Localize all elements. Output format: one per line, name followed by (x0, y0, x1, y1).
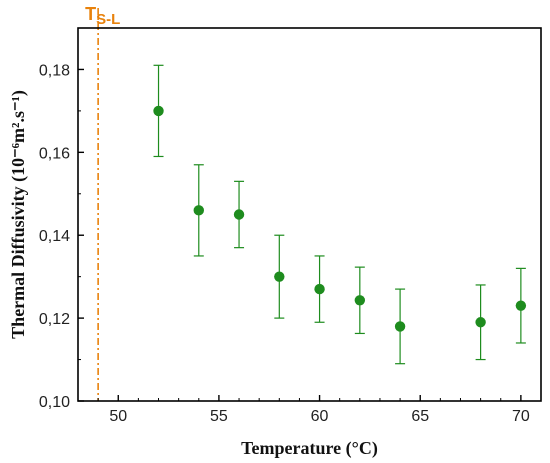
x-axis-title: Temperature (°C) (241, 438, 378, 459)
marker-label-main: T (85, 4, 96, 24)
x-tick-label: 65 (411, 408, 429, 425)
x-tick-label: 50 (109, 408, 127, 425)
data-series (153, 64, 527, 365)
data-point (193, 205, 204, 216)
y-tick-label: 0,18 (39, 62, 70, 79)
y-tick-label: 0,10 (39, 394, 70, 411)
data-point (314, 283, 325, 295)
x-tick-label: 60 (311, 408, 329, 425)
data-point (515, 300, 527, 311)
x-tick-label: 70 (512, 408, 530, 425)
y-tick-label: 0,16 (39, 145, 70, 162)
data-point (394, 321, 406, 332)
data-point (274, 271, 285, 282)
data-point (475, 317, 486, 328)
solid-liquid-transition-label: TS-L (85, 4, 120, 28)
data-point (153, 105, 164, 117)
y-tick-label: 0,14 (39, 228, 70, 245)
data-point (354, 295, 366, 306)
x-tick-label: 55 (210, 408, 228, 425)
y-tick-label: 0,12 (39, 311, 70, 328)
plot-frame (77, 27, 542, 402)
marker-label-sub: S-L (96, 11, 120, 28)
y-axis-title: Thermal Diffusivity (10⁻⁶m².s⁻¹) (8, 90, 29, 339)
y-axis: 0,10 0,12 0,14 0,16 0,18 (39, 27, 84, 411)
data-point (233, 209, 245, 220)
x-axis: 50 55 60 65 70 (77, 395, 542, 425)
